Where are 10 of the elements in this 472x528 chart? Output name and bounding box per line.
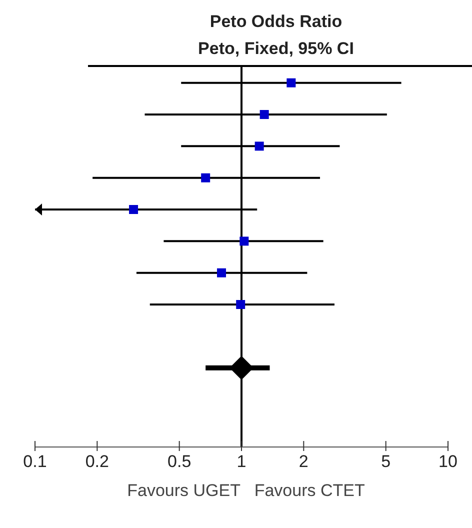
x-tick-label: 10 [438, 452, 458, 471]
x-tick-label: 0.2 [85, 452, 109, 471]
chart-subtitle: Peto, Fixed, 95% CI [88, 36, 472, 67]
chart-title: Peto Odds Ratio [208, 11, 344, 33]
x-tick-label: 0.5 [168, 452, 192, 471]
x-tick-label: 1 [236, 452, 246, 471]
x-tick-label: 5 [381, 452, 391, 471]
x-axis-title: Favours UGET Favours CTET [126, 481, 366, 501]
x-tick-label: 2 [298, 452, 308, 471]
x-tick-label: 0.1 [23, 452, 47, 471]
